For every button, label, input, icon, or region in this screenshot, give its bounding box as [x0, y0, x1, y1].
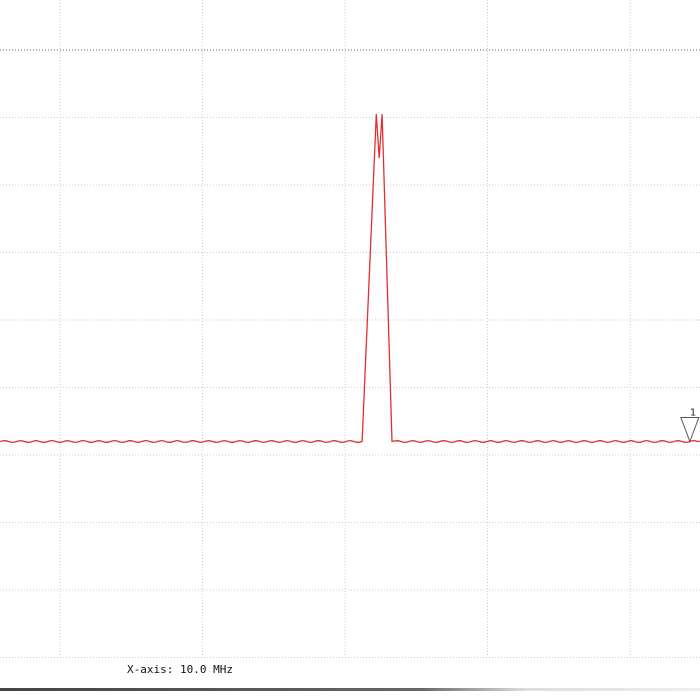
x-axis-scale-label: X-axis: 10.0 MHz	[127, 663, 233, 676]
marker-label: 1	[690, 408, 696, 419]
marker-triangle-icon	[680, 417, 700, 443]
spectrum-trace	[0, 114, 700, 444]
bottom-divider	[0, 688, 700, 691]
